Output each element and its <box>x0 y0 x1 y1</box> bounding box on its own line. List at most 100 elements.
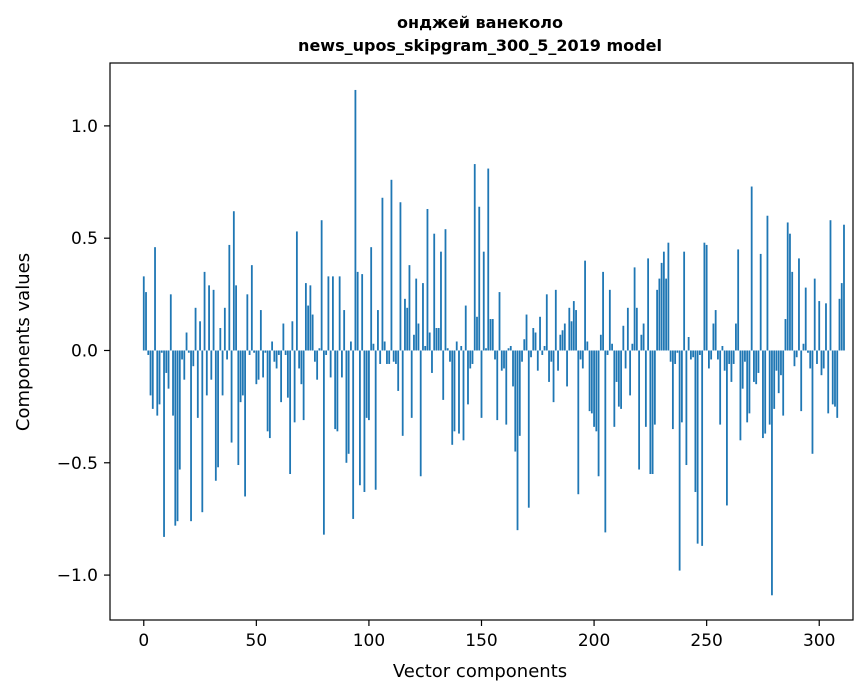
bar-125 <box>424 345 427 351</box>
x-tick-label-6: 300 <box>803 631 835 651</box>
bar-69 <box>298 350 301 369</box>
bar-32 <box>214 350 217 481</box>
bars-group <box>142 89 845 596</box>
bar-172 <box>530 350 532 358</box>
bar-305 <box>829 220 832 351</box>
bar-98 <box>363 350 366 492</box>
bar-239 <box>680 350 683 423</box>
bar-131 <box>437 328 440 351</box>
bar-247 <box>699 350 701 355</box>
bar-15 <box>176 350 179 522</box>
bar-62 <box>282 323 285 351</box>
bar-58 <box>273 350 276 362</box>
bar-21 <box>190 350 192 522</box>
bar-217 <box>631 343 634 351</box>
bar-85 <box>334 350 337 430</box>
bar-285 <box>784 319 787 351</box>
bar-201 <box>595 350 598 432</box>
bar-54 <box>264 350 267 353</box>
bar-156 <box>494 350 496 360</box>
bar-200 <box>593 350 595 427</box>
bar-167 <box>518 350 521 436</box>
bar-163 <box>509 345 512 351</box>
bar-28 <box>205 350 208 396</box>
bar-272 <box>755 350 758 385</box>
bar-135 <box>446 348 449 351</box>
bar-78 <box>318 348 321 351</box>
bar-171 <box>527 350 530 508</box>
bar-114 <box>399 202 402 351</box>
bar-133 <box>442 350 445 400</box>
bar-51 <box>257 350 260 380</box>
bar-266 <box>741 350 744 389</box>
bar-206 <box>606 350 609 355</box>
bar-47 <box>248 350 251 355</box>
bar-181 <box>550 350 553 362</box>
bar-154 <box>489 319 492 351</box>
bar-56 <box>268 350 271 439</box>
bar-31 <box>212 289 215 351</box>
bar-93 <box>352 350 355 519</box>
bar-300 <box>818 301 821 351</box>
bar-189 <box>568 307 571 351</box>
bar-122 <box>417 323 420 351</box>
bar-24 <box>196 350 199 418</box>
bar-48 <box>250 265 253 351</box>
bar-187 <box>563 323 566 351</box>
bar-260 <box>728 350 731 364</box>
bar-139 <box>455 341 458 351</box>
bar-287 <box>789 233 791 351</box>
bar-146 <box>471 350 474 364</box>
bar-231 <box>662 251 665 351</box>
bar-288 <box>791 271 794 351</box>
bar-240 <box>683 251 686 351</box>
bar-198 <box>588 350 591 412</box>
bar-267 <box>744 350 746 362</box>
bar-126 <box>426 208 429 351</box>
bar-249 <box>703 242 706 351</box>
bar-96 <box>359 350 361 486</box>
bar-79 <box>320 220 323 351</box>
bar-170 <box>525 314 528 351</box>
bar-38 <box>228 244 231 351</box>
bar-94 <box>354 89 357 351</box>
bar-191 <box>572 301 575 351</box>
bar-41 <box>235 285 237 351</box>
bar-83 <box>329 350 332 378</box>
bar-271 <box>753 350 755 382</box>
bar-150 <box>480 350 483 418</box>
bar-160 <box>503 350 505 369</box>
y-axis-label: Components values <box>13 253 34 431</box>
bar-292 <box>800 350 803 412</box>
bar-294 <box>804 287 807 351</box>
y-tick-label-3: 0.5 <box>71 229 98 249</box>
bar-262 <box>732 350 735 364</box>
bar-202 <box>597 350 600 477</box>
bar-52 <box>259 310 262 351</box>
bar-104 <box>377 310 379 351</box>
bar-95 <box>356 271 359 351</box>
bar-265 <box>739 350 742 441</box>
x-axis-ticks: 0 50 100 150 200 250 300 <box>138 620 835 651</box>
bar-301 <box>820 350 823 376</box>
bar-307 <box>834 350 836 407</box>
bar-149 <box>478 206 481 351</box>
bar-18 <box>183 350 186 380</box>
bar-35 <box>221 350 224 396</box>
bar-23 <box>194 307 197 351</box>
bar-134 <box>444 229 447 351</box>
bar-219 <box>635 307 638 351</box>
bar-14 <box>174 350 177 526</box>
bar-110 <box>390 179 393 351</box>
bar-140 <box>458 350 460 434</box>
bar-57 <box>271 341 274 351</box>
bar-72 <box>304 283 307 351</box>
bar-49 <box>253 350 255 353</box>
bar-97 <box>361 274 364 351</box>
bar-220 <box>638 350 641 470</box>
bar-106 <box>381 197 384 351</box>
bar-124 <box>422 283 424 351</box>
bar-76 <box>313 350 316 362</box>
bar-120 <box>413 334 415 351</box>
